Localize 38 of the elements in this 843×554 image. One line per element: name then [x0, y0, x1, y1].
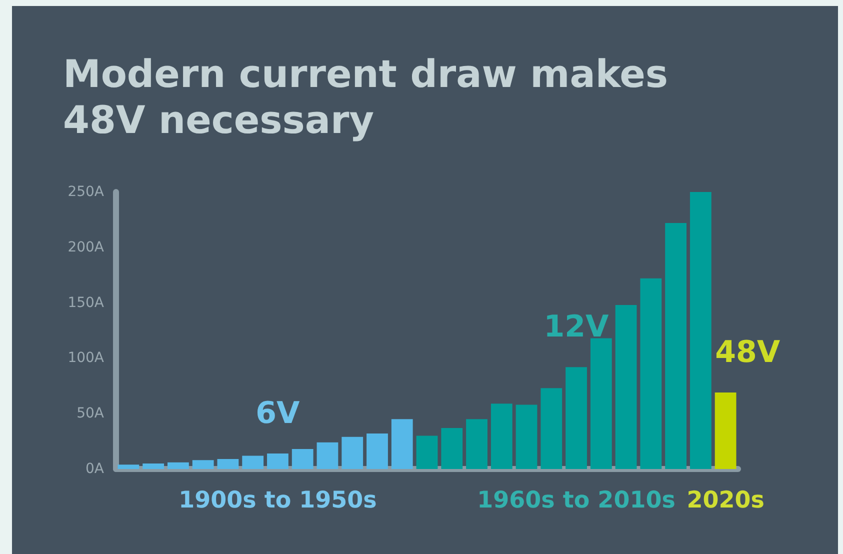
bar: [391, 419, 413, 469]
x-tick-label: 1900s to 1950s: [178, 488, 377, 514]
bar: [466, 419, 488, 469]
bar: [590, 338, 612, 469]
bar: [566, 367, 587, 469]
y-tick-label: 0A: [86, 461, 104, 477]
bar: [714, 392, 736, 469]
y-tick-label: 150A: [68, 294, 104, 311]
bar: [118, 464, 140, 469]
bar: [242, 456, 264, 469]
bar: [690, 192, 712, 469]
bar: [416, 436, 438, 469]
y-tick-label: 250A: [68, 184, 104, 200]
x-tick-label: 2020s: [686, 488, 764, 514]
y-tick-label: 100A: [68, 350, 104, 366]
bar: [516, 404, 538, 469]
series-label: 48V: [715, 335, 781, 370]
chart-title: Modern current draw makes 48V necessary: [63, 52, 682, 142]
bar: [316, 442, 338, 469]
bar: [292, 449, 314, 469]
series-label: 6V: [256, 396, 301, 431]
bar: [142, 463, 164, 469]
bar: [217, 459, 239, 469]
bar: [366, 434, 388, 469]
bar: [267, 453, 288, 469]
bar: [540, 388, 562, 469]
bar: [615, 305, 637, 469]
bar: [665, 223, 686, 469]
bar: [342, 436, 364, 469]
bar: [640, 278, 662, 469]
y-tick-label: 200A: [68, 239, 104, 256]
series-label: 12V: [544, 310, 610, 345]
y-tick-label: 50A: [76, 406, 104, 422]
bar: [441, 428, 463, 469]
bar: [168, 462, 189, 469]
bar: [192, 460, 214, 469]
x-tick-label: 1960s to 2010s: [477, 488, 676, 514]
bar: [490, 404, 512, 469]
